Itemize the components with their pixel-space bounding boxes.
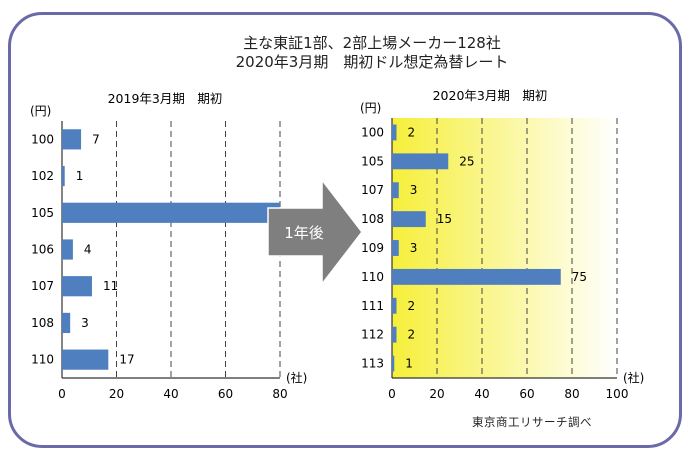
bar bbox=[392, 268, 561, 285]
bar-value-label: 11 bbox=[103, 279, 118, 293]
bar bbox=[392, 355, 395, 372]
x-tick-label: 40 bbox=[163, 387, 178, 401]
y-tick-label: 112 bbox=[361, 328, 384, 342]
y-tick-label: 111 bbox=[361, 299, 384, 313]
y-tick-label: 105 bbox=[361, 154, 384, 168]
arrow-label: 1年後 bbox=[284, 224, 324, 242]
bar-value-label: 2 bbox=[408, 299, 416, 313]
chart-subtitle: 2020年3月期 期初 bbox=[433, 88, 548, 103]
x-tick-label: 60 bbox=[218, 387, 233, 401]
bar bbox=[62, 165, 65, 187]
x-tick-label: 80 bbox=[564, 387, 579, 401]
bar-value-label: 1 bbox=[76, 169, 84, 183]
bar-value-label: 3 bbox=[410, 241, 418, 255]
bar-value-label: 17 bbox=[119, 353, 134, 367]
bar bbox=[62, 276, 92, 297]
y-tick-label: 106 bbox=[31, 243, 54, 257]
chart-subtitle: 2019年3月期 期初 bbox=[108, 91, 223, 106]
bar bbox=[62, 349, 109, 370]
bar-value-label: 75 bbox=[572, 270, 587, 284]
x-tick-label: 80 bbox=[272, 387, 287, 401]
bar bbox=[62, 202, 280, 223]
chart-title-line2: 2020年3月期 期初ドル想定為替レート bbox=[235, 53, 509, 71]
bar-value-label: 3 bbox=[410, 183, 418, 197]
bar-value-label: 7 bbox=[92, 132, 100, 146]
x-tick-label: 40 bbox=[474, 387, 489, 401]
bar bbox=[392, 326, 397, 343]
y-tick-label: 107 bbox=[361, 183, 384, 197]
bar-value-label: 15 bbox=[437, 212, 452, 226]
bar-value-label: 3 bbox=[81, 316, 89, 330]
chart-title-line1: 主な東証1部、2部上場メーカー128社 bbox=[243, 34, 501, 52]
y-unit-label: (円) bbox=[360, 101, 381, 115]
y-tick-label: 102 bbox=[31, 169, 54, 183]
x-tick-label: 20 bbox=[429, 387, 444, 401]
bar bbox=[392, 124, 397, 141]
bar-value-label: 4 bbox=[84, 243, 92, 257]
x-unit-label: (社) bbox=[623, 370, 644, 385]
x-tick-label: 0 bbox=[58, 387, 66, 401]
y-tick-label: 109 bbox=[361, 241, 384, 255]
arrow-shape bbox=[267, 177, 363, 287]
x-tick-label: 100 bbox=[606, 387, 629, 401]
bar bbox=[392, 240, 399, 256]
x-tick-label: 20 bbox=[109, 387, 124, 401]
x-tick-label: 60 bbox=[519, 387, 534, 401]
bar bbox=[62, 239, 73, 260]
bar-value-label: 2 bbox=[408, 125, 416, 139]
source-label: 東京商工リサーチ調べ bbox=[472, 415, 592, 429]
bar bbox=[392, 182, 399, 199]
bar bbox=[62, 129, 82, 150]
y-tick-label: 110 bbox=[31, 353, 54, 367]
y-tick-label: 108 bbox=[361, 212, 384, 226]
y-tick-label: 105 bbox=[31, 206, 54, 220]
y-tick-label: 113 bbox=[361, 357, 384, 371]
bar bbox=[392, 153, 449, 170]
right-chart: 0 20 40 60 80 100 2020年3月期 期初 (円) (社) 100 2 105 25 10… bbox=[360, 88, 644, 401]
y-tick-label: 100 bbox=[361, 125, 384, 139]
y-tick-label: 100 bbox=[31, 132, 54, 146]
y-tick-label: 108 bbox=[31, 316, 54, 330]
y-unit-label: (円) bbox=[30, 104, 51, 118]
x-tick-label: 0 bbox=[388, 387, 396, 401]
bar-value-label: 1 bbox=[405, 357, 413, 371]
bar bbox=[392, 211, 426, 228]
bar bbox=[62, 312, 71, 334]
bar bbox=[392, 297, 397, 314]
bar-value-label: 2 bbox=[408, 328, 416, 342]
y-tick-label: 110 bbox=[361, 270, 384, 284]
bar-value-label: 25 bbox=[459, 154, 474, 168]
y-tick-label: 107 bbox=[31, 279, 54, 293]
x-unit-label: (社) bbox=[286, 370, 307, 385]
left-chart: 0 20 40 60 80 2019年3月期 期初 (円) (社) 100 7 102 1 105 106… bbox=[30, 91, 307, 401]
arrow-icon: 1年後 bbox=[267, 177, 363, 287]
